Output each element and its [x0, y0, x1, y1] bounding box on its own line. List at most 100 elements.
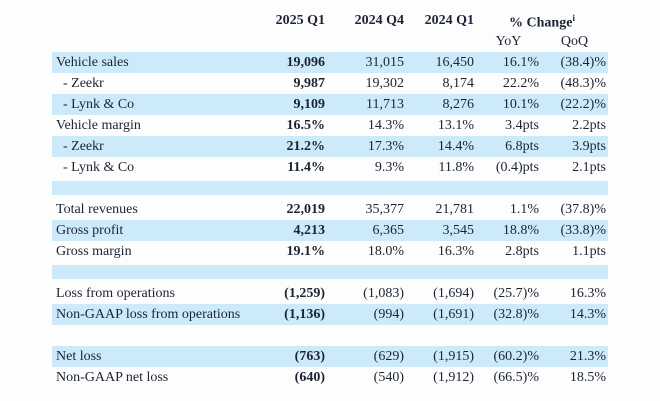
cell-2024q4: 18.0% — [367, 244, 404, 259]
row-label: Gross profit — [56, 223, 124, 238]
table-row: Gross margin 19.1% 18.0% 16.3% 2.8pts 1.… — [52, 241, 608, 262]
cell-2024q4: (540) — [373, 370, 404, 385]
cell-2024q4: (1,083) — [363, 286, 404, 301]
cell-2024q4: (629) — [373, 349, 404, 364]
quarterly-results-table: 2025 Q1 2024 Q4 2024 Q1 % Changei YoY Qo… — [52, 8, 608, 388]
cell-2024q4: (994) — [373, 307, 404, 322]
cell-yoy: 6.8pts — [505, 139, 539, 154]
table-row: - Lynk & Co 9,109 11,713 8,276 10.1% (22… — [52, 94, 608, 115]
footnote-marker: i — [572, 13, 575, 23]
row-label: Total revenues — [56, 202, 138, 217]
cell-yoy: (32.8)% — [493, 307, 540, 322]
cell-yoy: (60.2)% — [493, 349, 540, 364]
spacer-highlight-bar — [52, 181, 608, 195]
cell-2025q1: 22,019 — [286, 202, 326, 217]
cell-2024q4: 6,365 — [372, 223, 405, 238]
cell-qoq: 14.3% — [569, 307, 606, 322]
row-label: Net loss — [56, 349, 102, 364]
cell-2025q1: 9,987 — [293, 76, 326, 91]
cell-2024q1: 8,174 — [442, 76, 475, 91]
cell-yoy: 16.1% — [502, 55, 539, 70]
cell-qoq: 2.2pts — [572, 118, 606, 133]
cell-2024q4: 9.3% — [374, 160, 404, 175]
row-label: Non-GAAP loss from operations — [56, 307, 241, 322]
section-gap — [52, 325, 608, 346]
cell-2024q4: 19,302 — [365, 76, 405, 91]
row-label: Vehicle sales — [56, 55, 129, 70]
spacer-highlight-bar — [52, 265, 608, 279]
row-label: Non-GAAP net loss — [56, 370, 169, 385]
section-spacer — [52, 178, 608, 199]
cell-yoy: 1.1% — [509, 202, 539, 217]
table-row: Gross profit 4,213 6,365 3,545 18.8% (33… — [52, 220, 608, 241]
cell-2024q1: 13.1% — [437, 118, 474, 133]
cell-2024q1: (1,912) — [433, 370, 474, 385]
cell-2025q1: 16.5% — [286, 118, 326, 133]
cell-2025q1: (1,136) — [284, 307, 325, 322]
cell-qoq: (38.4)% — [560, 55, 607, 70]
cell-qoq: 2.1pts — [572, 160, 606, 175]
cell-qoq: 18.5% — [569, 370, 606, 385]
cell-yoy: 22.2% — [502, 76, 539, 91]
table-row: - Zeekr 21.2% 17.3% 14.4% 6.8pts 3.9pts — [52, 136, 608, 157]
cell-2024q4: 35,377 — [365, 202, 405, 217]
cell-2025q1: 19,096 — [286, 55, 326, 70]
cell-yoy: 10.1% — [502, 97, 539, 112]
subheader-yoy: YoY — [495, 33, 522, 49]
cell-2025q1: (763) — [294, 349, 325, 364]
cell-2024q4: 17.3% — [367, 139, 404, 154]
cell-qoq: 16.3% — [569, 286, 606, 301]
cell-2024q1: 16.3% — [437, 244, 474, 259]
cell-2024q4: 11,713 — [366, 97, 404, 112]
row-label: Gross margin — [56, 244, 132, 259]
table-row: Loss from operations (1,259) (1,083) (1,… — [52, 283, 608, 304]
cell-yoy: (25.7)% — [493, 286, 540, 301]
header-2024-q1: 2024 Q1 — [424, 13, 474, 29]
cell-2025q1: 21.2% — [286, 139, 326, 154]
row-label: Loss from operations — [56, 286, 175, 301]
table-row: Net loss (763) (629) (1,915) (60.2)% 21.… — [52, 346, 608, 367]
cell-2024q1: 16,450 — [435, 55, 475, 70]
cell-yoy: (0.4)pts — [495, 160, 539, 175]
cell-2025q1: 19.1% — [286, 244, 326, 259]
cell-2024q1: 11.8% — [438, 160, 474, 175]
cell-2024q1: (1,691) — [433, 307, 474, 322]
cell-2024q1: 8,276 — [442, 97, 475, 112]
row-label: - Zeekr — [63, 139, 104, 154]
cell-2024q4: 31,015 — [365, 55, 405, 70]
row-label: Vehicle margin — [56, 118, 141, 133]
cell-2024q1: 3,545 — [442, 223, 475, 238]
cell-qoq: 1.1pts — [572, 244, 606, 259]
row-label: - Lynk & Co — [63, 97, 135, 112]
table-row: Non-GAAP net loss (640) (540) (1,912) (6… — [52, 367, 608, 388]
row-label: - Lynk & Co — [63, 160, 135, 175]
header-pct-change: % Changei — [509, 13, 575, 31]
cell-qoq: (37.8)% — [560, 202, 607, 217]
table-row: Vehicle sales 19,096 31,015 16,450 16.1%… — [52, 52, 608, 73]
cell-2025q1: 4,213 — [293, 223, 326, 238]
cell-qoq: 3.9pts — [572, 139, 606, 154]
table-row: - Lynk & Co 11.4% 9.3% 11.8% (0.4)pts 2.… — [52, 157, 608, 178]
cell-2024q1: (1,915) — [433, 349, 474, 364]
cell-2025q1: 11.4% — [287, 160, 325, 175]
table-row: - Zeekr 9,987 19,302 8,174 22.2% (48.3)% — [52, 73, 608, 94]
header-2024-q4: 2024 Q4 — [354, 13, 404, 29]
table-subheader-row: YoY QoQ — [52, 30, 608, 52]
cell-2024q4: 14.3% — [367, 118, 404, 133]
cell-2024q1: 21,781 — [435, 202, 475, 217]
cell-yoy: (66.5)% — [493, 370, 540, 385]
cell-qoq: (33.8)% — [560, 223, 607, 238]
cell-yoy: 2.8pts — [505, 244, 539, 259]
cell-2025q1: (1,259) — [284, 286, 325, 301]
table-row: Total revenues 22,019 35,377 21,781 1.1%… — [52, 199, 608, 220]
header-2025-q1: 2025 Q1 — [275, 13, 325, 29]
cell-yoy: 3.4pts — [505, 118, 539, 133]
cell-yoy: 18.8% — [502, 223, 539, 238]
cell-2025q1: 9,109 — [293, 97, 326, 112]
table-header-row: 2025 Q1 2024 Q4 2024 Q1 % Changei — [52, 8, 608, 31]
cell-2024q1: (1,694) — [433, 286, 474, 301]
table-row: Vehicle margin 16.5% 14.3% 13.1% 3.4pts … — [52, 115, 608, 136]
cell-2024q1: 14.4% — [437, 139, 474, 154]
table-row: Non-GAAP loss from operations (1,136) (9… — [52, 304, 608, 325]
